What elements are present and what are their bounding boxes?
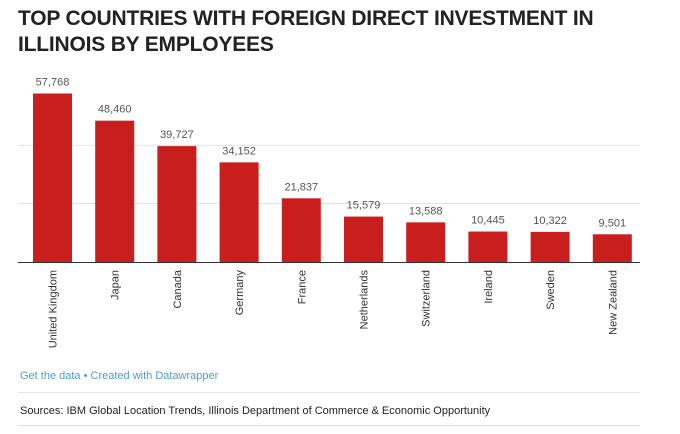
category-label: Germany (234, 270, 246, 316)
value-label: 15,579 (347, 200, 381, 212)
bar-switzerland[interactable] (406, 222, 446, 262)
bar-new-zealand[interactable] (592, 234, 632, 262)
chart-title: TOP COUNTRIES WITH FOREIGN DIRECT INVEST… (18, 7, 594, 56)
footer-separator: • (80, 370, 91, 382)
value-label: 34,152 (222, 145, 256, 157)
footer-links: Get the data • Created with Datawrapper (20, 370, 218, 382)
get-data-link[interactable]: Get the data (20, 370, 81, 382)
value-label: 13,588 (409, 205, 443, 217)
bar-france[interactable] (281, 198, 321, 262)
bar-sweden[interactable] (530, 231, 570, 262)
footer-divider (18, 392, 640, 393)
bar-germany[interactable] (219, 162, 259, 262)
category-label: Ireland (483, 270, 495, 304)
sources-note: Sources: IBM Global Location Trends, Ill… (20, 405, 491, 417)
bottom-divider (18, 425, 640, 426)
category-label: France (296, 270, 308, 304)
value-label: 9,501 (599, 217, 627, 229)
category-label: United Kingdom (48, 270, 60, 348)
bar-ireland[interactable] (468, 231, 508, 262)
value-label: 57,768 (36, 77, 70, 89)
bar-japan[interactable] (95, 120, 135, 263)
value-label: 39,727 (160, 129, 194, 141)
bar-canada[interactable] (157, 146, 197, 262)
category-label: New Zealand (607, 270, 619, 335)
value-label: 10,322 (533, 215, 567, 227)
bar-united-kingdom[interactable] (33, 93, 72, 262)
category-label: Sweden (545, 270, 557, 310)
category-label: Japan (110, 270, 122, 300)
bars (33, 93, 632, 263)
value-label: 21,837 (284, 181, 318, 193)
bar-netherlands[interactable] (344, 216, 383, 262)
category-label: Netherlands (359, 270, 371, 330)
category-labels: United Kingdom Japan Canada Germany France Ne… (48, 269, 620, 348)
value-label: 10,445 (471, 215, 505, 227)
value-label: 48,460 (98, 104, 132, 116)
category-label: Switzerland (421, 270, 433, 327)
value-labels: 57,768 48,460 39,727 34,152 21,837 15,579 13,5… (36, 77, 626, 230)
datawrapper-link[interactable]: Created with Datawrapper (90, 370, 219, 382)
category-label: Canada (172, 269, 184, 308)
